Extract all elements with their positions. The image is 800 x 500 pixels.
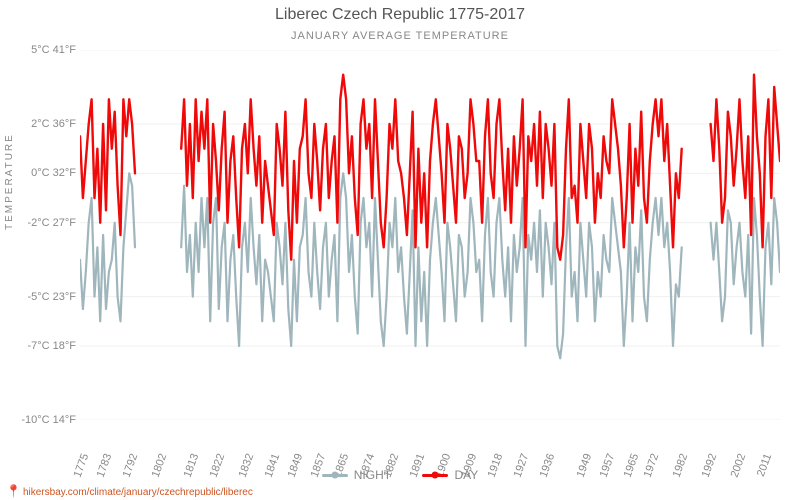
- source-footer: 📍hikersbay.com/climate/january/czechrepu…: [6, 484, 253, 498]
- y-axis-label: TEMPERATURE: [4, 133, 15, 230]
- y-tick-label: -2°C 27°F: [18, 217, 76, 229]
- series-night: [181, 173, 682, 358]
- legend-item-day: DAY: [422, 468, 478, 482]
- chart-title: Liberec Czech Republic 1775-2017: [0, 6, 800, 24]
- legend-label-day: DAY: [454, 468, 478, 482]
- legend-swatch-night: [322, 474, 348, 477]
- y-tick-label: -7°C 18°F: [18, 340, 76, 352]
- y-tick-label: 5°C 41°F: [18, 44, 76, 56]
- source-url: hikersbay.com/climate/january/czechrepub…: [23, 487, 253, 498]
- legend-item-night: NIGHT: [322, 468, 391, 482]
- legend-label-night: NIGHT: [354, 468, 391, 482]
- legend: NIGHT DAY: [0, 466, 800, 483]
- y-tick-label: 0°C 32°F: [18, 167, 76, 179]
- legend-swatch-day: [422, 474, 448, 477]
- chart-svg: [80, 50, 780, 420]
- y-tick-label: -5°C 23°F: [18, 291, 76, 303]
- chart-subtitle: JANUARY AVERAGE TEMPERATURE: [0, 30, 800, 42]
- plot-area: [80, 50, 780, 420]
- y-tick-label: -10°C 14°F: [18, 414, 76, 426]
- pin-icon: 📍: [6, 484, 21, 498]
- y-tick-label: 2°C 36°F: [18, 118, 76, 130]
- series-day: [711, 75, 780, 248]
